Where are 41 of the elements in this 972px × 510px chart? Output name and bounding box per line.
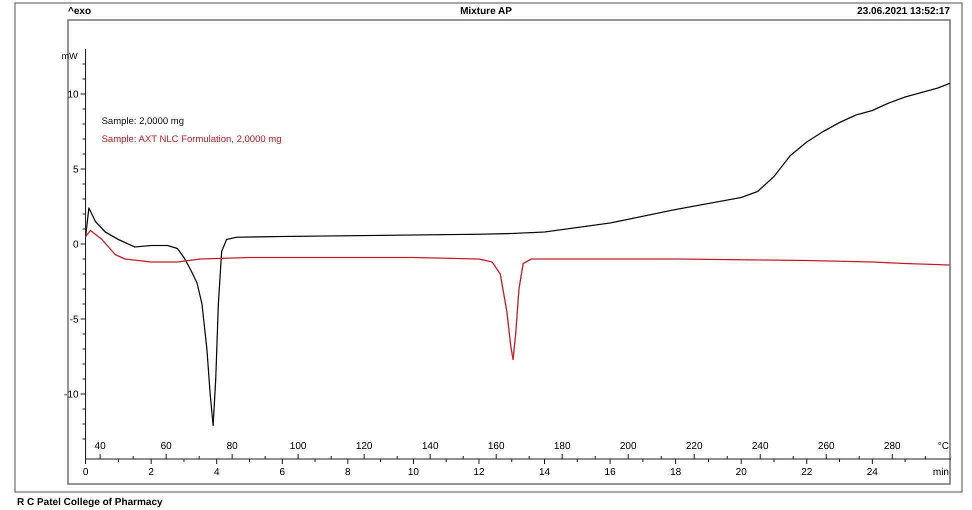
x-tick-label: 16: [604, 467, 616, 478]
y-axis-title: mW: [62, 51, 78, 61]
x2-axis-title: °C: [938, 441, 949, 452]
x-axis-title: min: [932, 467, 949, 478]
x2-tick-label: 140: [422, 441, 439, 452]
x-tick-label: 20: [736, 467, 748, 478]
line-series: [84, 230, 950, 360]
y-tick-label: 5: [73, 164, 80, 176]
x-tick-label: 0: [82, 467, 89, 478]
y-tick-label: 10: [67, 90, 80, 100]
x-tick-label: 2: [148, 467, 154, 478]
x-tick-label: 6: [280, 467, 286, 478]
y-tick-label: 0: [73, 240, 80, 250]
x-tick-label: 14: [538, 467, 551, 478]
x2-tick-label: 80: [226, 441, 238, 452]
x2-tick-label: 220: [686, 441, 703, 452]
text: Sample: AXT NLC Formulation, 2,0000 mg: [102, 134, 282, 145]
chart-title: Mixture AP: [460, 6, 512, 17]
y-tick-label: -10: [64, 390, 80, 400]
x-tick-label: 8: [345, 467, 352, 478]
text: Sample: 2,0000 mg: [102, 116, 184, 127]
x-tick-label: 24: [866, 467, 878, 478]
x2-tick-label: 60: [160, 441, 172, 452]
x-tick-label: 4: [214, 467, 220, 478]
x-tick-label: 22: [801, 467, 813, 478]
x2-tick-label: 100: [290, 441, 307, 452]
x2-tick-label: 280: [884, 441, 902, 452]
text: R C Patel College of Pharmacy: [17, 497, 164, 508]
y-tick-label: -5: [70, 314, 80, 326]
x2-tick-label: 240: [752, 441, 770, 452]
x2-tick-label: 180: [554, 441, 571, 452]
x2-tick-label: 40: [94, 441, 106, 452]
x2-tick-label: 160: [488, 441, 505, 452]
x2-tick-label: 260: [818, 441, 836, 452]
x2-tick-label: 120: [356, 441, 373, 452]
x-tick-label: 10: [408, 467, 420, 478]
x-tick-label: 18: [670, 467, 682, 478]
text: ^exo: [68, 6, 92, 17]
chart-subtitle: 23.06.2021 13:52:17: [857, 6, 950, 17]
x2-tick-label: 200: [620, 441, 637, 452]
x-tick-label: 12: [473, 467, 485, 478]
